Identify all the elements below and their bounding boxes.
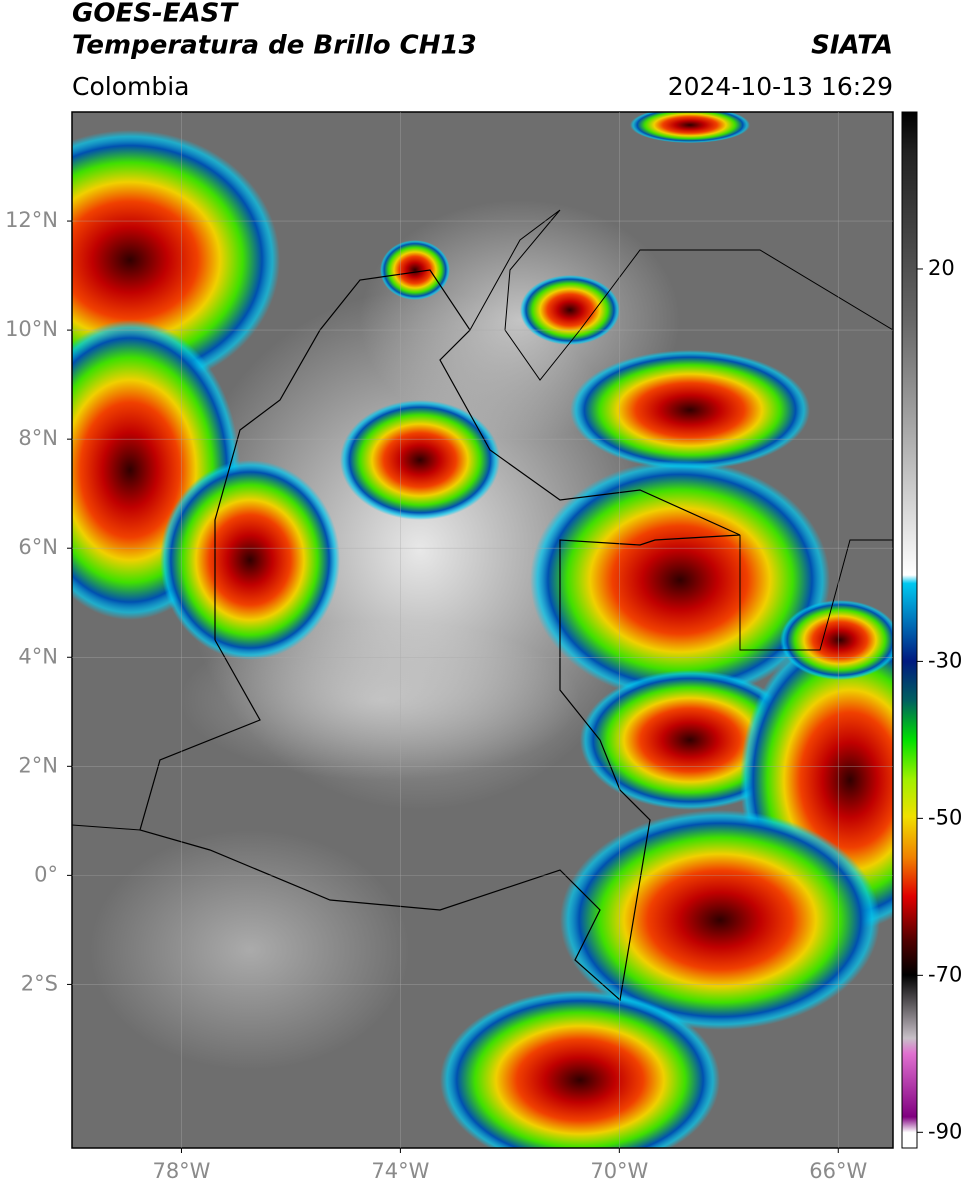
colorbar-tick-label: -90 — [928, 1119, 962, 1143]
region: Colombia — [72, 72, 189, 101]
colorbar-tick-label: -50 — [928, 805, 962, 829]
y-tick-label: 12°N — [5, 208, 58, 232]
title: GOES-EAST — [72, 0, 239, 29]
colorbar-tick-label: -70 — [928, 962, 962, 986]
x-tick-label: 70°W — [590, 1159, 648, 1183]
x-tick-label: 74°W — [371, 1159, 429, 1183]
y-tick-label: 0° — [34, 862, 58, 886]
y-tick-label: 6°N — [18, 535, 58, 559]
y-tick-label: 10°N — [5, 317, 58, 341]
y-tick-label: 2°N — [18, 753, 58, 777]
source: SIATA — [811, 31, 893, 61]
subtitle: Temperatura de Brillo CH13 — [72, 31, 477, 61]
datetime: 2024-10-13 16:29 — [668, 72, 893, 101]
x-tick-label: 78°W — [152, 1159, 210, 1183]
x-tick-label: 66°W — [809, 1159, 867, 1183]
colorbar-tick-label: 20 — [928, 256, 955, 280]
satellite-image — [72, 112, 893, 1148]
colorbar — [901, 111, 918, 1149]
y-tick-label: 2°S — [21, 971, 58, 995]
y-tick-label: 8°N — [18, 426, 58, 450]
colorbar-tick-label: -30 — [928, 648, 962, 672]
map-frame — [71, 111, 894, 1149]
y-tick-label: 4°N — [18, 644, 58, 668]
